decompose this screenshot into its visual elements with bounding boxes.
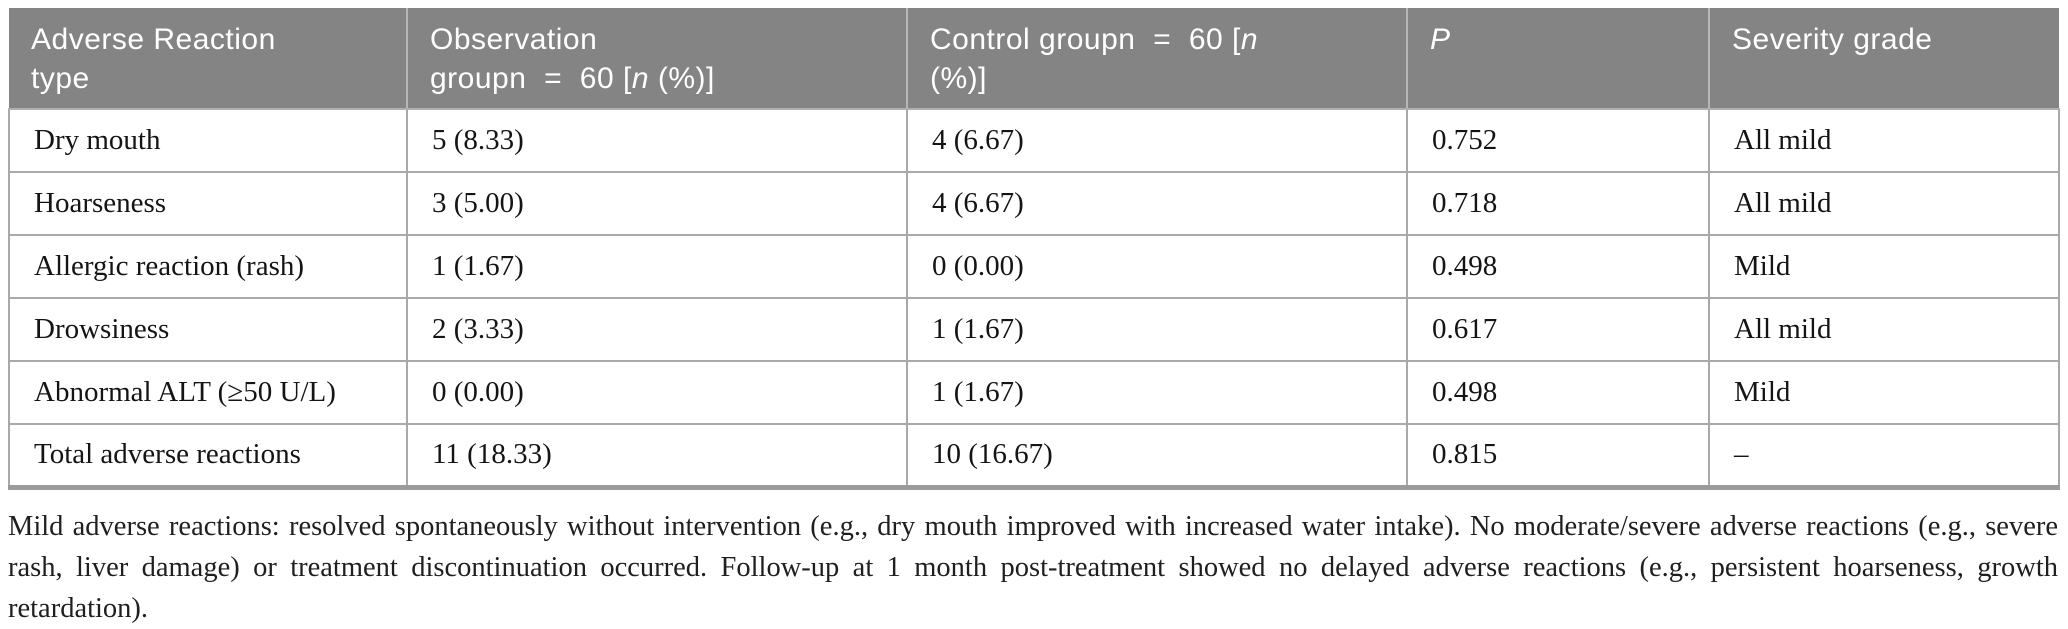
header-p-value: P <box>1407 8 1710 110</box>
table-row: Allergic reaction (rash) 1 (1.67) 0 (0.0… <box>8 234 2060 299</box>
table-row: Abnormal ALT (≥50 U/L) 0 (0.00) 1 (1.67)… <box>8 360 2060 425</box>
header-text: Observation <box>430 23 598 56</box>
table-row: Total adverse reactions 11 (18.33) 10 (1… <box>8 423 2060 488</box>
cell-observation: 1 (1.67) <box>406 234 908 299</box>
table-footnote: Mild adverse reactions: resolved spontan… <box>8 510 2058 624</box>
header-text: P <box>1430 23 1451 56</box>
cell-p-value: 0.498 <box>1406 234 1710 299</box>
cell-severity: Mild <box>1708 234 2060 299</box>
header-text: Adverse Reaction <box>31 23 276 56</box>
cell-observation: 5 (8.33) <box>406 108 908 173</box>
header-text: type <box>31 62 90 95</box>
header-text: Severity grade <box>1732 23 1933 56</box>
cell-control: 1 (1.67) <box>906 297 1408 362</box>
cell-control: 4 (6.67) <box>906 171 1408 236</box>
cell-reaction-type: Hoarseness <box>8 171 408 236</box>
cell-observation: 2 (3.33) <box>406 297 908 362</box>
table-row: Dry mouth 5 (8.33) 4 (6.67) 0.752 All mi… <box>8 108 2060 173</box>
cell-severity: All mild <box>1708 108 2060 173</box>
cell-p-value: 0.815 <box>1406 423 1710 488</box>
cell-p-value: 0.498 <box>1406 360 1710 425</box>
cell-control: 0 (0.00) <box>906 234 1408 299</box>
cell-severity: All mild <box>1708 171 2060 236</box>
cell-reaction-type: Total adverse reactions <box>8 423 408 488</box>
table-row: Hoarseness 3 (5.00) 4 (6.67) 0.718 All m… <box>8 171 2060 236</box>
cell-reaction-type: Drowsiness <box>8 297 408 362</box>
adverse-reactions-table: Adverse Reaction type Observation groupn… <box>8 8 2060 490</box>
cell-severity: – <box>1708 423 2060 488</box>
header-text: Control groupn = 60 [n <box>930 23 1259 56</box>
header-control-group: Control groupn = 60 [n (%)] <box>907 8 1408 110</box>
cell-control: 1 (1.67) <box>906 360 1408 425</box>
table-body: Dry mouth 5 (8.33) 4 (6.67) 0.752 All mi… <box>8 108 2060 488</box>
cell-observation: 11 (18.33) <box>406 423 908 488</box>
table-row: Drowsiness 2 (3.33) 1 (1.67) 0.617 All m… <box>8 297 2060 362</box>
cell-control: 10 (16.67) <box>906 423 1408 488</box>
cell-severity: Mild <box>1708 360 2060 425</box>
cell-control: 4 (6.67) <box>906 108 1408 173</box>
cell-p-value: 0.718 <box>1406 171 1710 236</box>
cell-p-value: 0.752 <box>1406 108 1710 173</box>
cell-observation: 3 (5.00) <box>406 171 908 236</box>
cell-reaction-type: Allergic reaction (rash) <box>8 234 408 299</box>
cell-reaction-type: Abnormal ALT (≥50 U/L) <box>8 360 408 425</box>
header-severity-grade: Severity grade <box>1709 8 2059 110</box>
cell-observation: 0 (0.00) <box>406 360 908 425</box>
table-header: Adverse Reaction type Observation groupn… <box>9 8 2059 110</box>
cell-severity: All mild <box>1708 297 2060 362</box>
cell-reaction-type: Dry mouth <box>8 108 408 173</box>
header-text: groupn = 60 [n (%)] <box>430 62 715 95</box>
header-row: Adverse Reaction type Observation groupn… <box>9 8 2059 110</box>
header-observation-group: Observation groupn = 60 [n (%)] <box>407 8 908 110</box>
header-adverse-reaction-type: Adverse Reaction type <box>9 8 408 110</box>
cell-p-value: 0.617 <box>1406 297 1710 362</box>
header-text: (%)] <box>930 62 987 95</box>
